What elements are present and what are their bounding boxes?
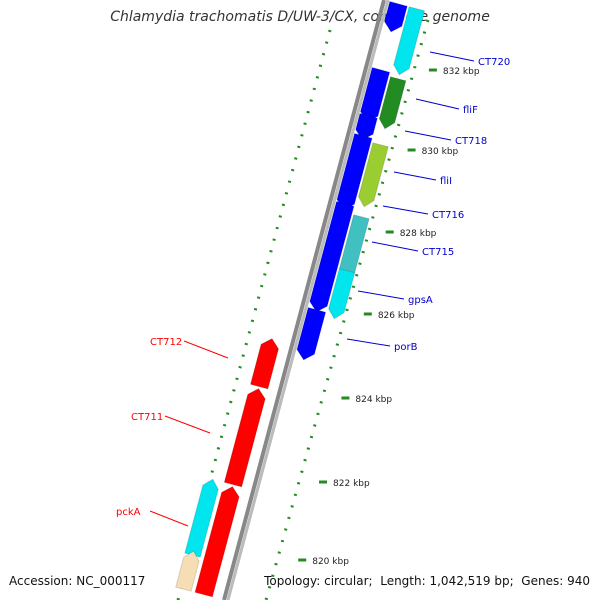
gene-label-fliI: fliI [440, 176, 452, 187]
backbone-shadow [226, 0, 390, 600]
gene-label-pckA: pckA [116, 507, 141, 518]
forward-gene-blue-1 [383, 0, 408, 33]
length-value: 1,042,519 bp [429, 574, 510, 588]
gene-label-leader-gpsA [357, 290, 405, 300]
gene-fliI-arrow [357, 142, 389, 208]
forward-gene-blue-7 [309, 258, 340, 313]
scale-tick-label-4: 826 kbp [378, 311, 415, 321]
forward-gene-blue-8 [296, 306, 327, 361]
length-label: Length: [380, 574, 426, 588]
gene-label-leader-CT718 [404, 130, 452, 141]
gene-label-leader-fliF [415, 98, 460, 110]
gene-label-leader-CT711 [164, 415, 211, 434]
gene-CT711-arrow [223, 387, 266, 488]
gene-label-CT711: CT711 [131, 412, 163, 423]
gene-label-porB: porB [394, 342, 418, 353]
gene-label-CT718: CT718 [455, 136, 487, 147]
gene-label-fliF: fliF [463, 105, 478, 116]
backbone-line [222, 0, 386, 600]
gene-label-leader-pckA [149, 510, 189, 527]
scale-tick-label-6: 830 kbp [422, 147, 459, 157]
gene-CT712-arrow [249, 337, 280, 390]
gc-skew-track-right [264, 19, 430, 600]
gene-label-CT720: CT720 [478, 57, 510, 68]
accession-value: NC_000117 [76, 574, 146, 588]
gene-fliF-arrow [378, 76, 407, 130]
gene-label-gpsA: gpsA [408, 295, 433, 306]
scale-tick-label-5: 828 kbp [400, 229, 437, 239]
gene-label-leader-CT715 [371, 241, 419, 252]
scale-tick-label-7: 832 kbp [443, 67, 480, 77]
gene-CT710-arrow [194, 485, 240, 598]
gene-label-leader-fliI [393, 171, 437, 181]
gene-label-leader-CT720 [429, 51, 475, 62]
gene-label-CT715: CT715 [422, 247, 454, 258]
scale-tick-label-2: 822 kbp [333, 479, 370, 489]
gene-label-CT712: CT712 [150, 337, 182, 348]
gene-label-CT716: CT716 [432, 210, 464, 221]
gene-wheat-arrow [175, 550, 200, 592]
genome-summary: Topology: circular; Length: 1,042,519 bp… [264, 574, 590, 588]
gene-label-leader-CT712 [183, 340, 229, 359]
accession-info: Accession: NC_000117 [9, 574, 145, 588]
genes-label: Genes: [521, 574, 564, 588]
topology-label: Topology: [264, 574, 321, 588]
scale-tick-label-1: 820 kbp [312, 557, 349, 567]
genes-count: 940 [567, 574, 590, 588]
gene-label-leader-CT716 [382, 205, 429, 215]
gene-gpsA-arrow [328, 268, 356, 320]
accession-label: Accession: [9, 574, 73, 588]
scale-tick-label-3: 824 kbp [355, 395, 392, 405]
gene-label-leader-porB [346, 338, 391, 347]
gene-CT720-arrow [393, 6, 426, 76]
topology-value: circular [324, 574, 369, 588]
